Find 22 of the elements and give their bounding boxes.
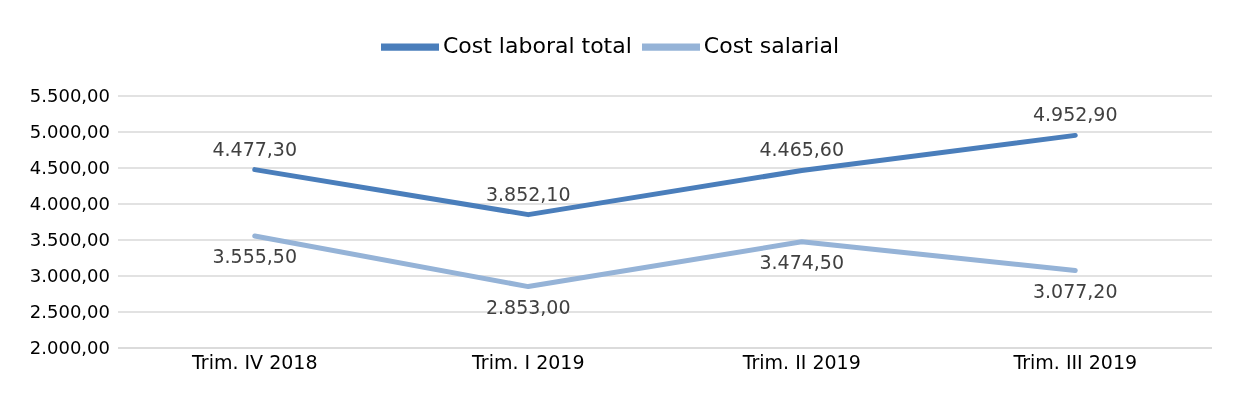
x-tick-label: Trim. II 2019 [741,351,861,374]
legend-label: Cost salarial [703,33,840,58]
y-tick-label: 4.500,00 [29,157,110,179]
y-tick-label: 2.000,00 [29,337,110,359]
data-label: 4.952,90 [1032,103,1118,126]
x-tick-label: Trim. III 2019 [1012,351,1138,374]
y-tick-label: 3.500,00 [29,229,110,251]
data-label: 4.465,60 [759,138,845,161]
x-tick-label: Trim. IV 2018 [191,351,318,374]
y-tick-label: 2.500,00 [29,301,110,323]
y-tick-label: 5.000,00 [29,121,110,143]
y-tick-label: 3.000,00 [29,265,110,287]
data-label: 3.077,20 [1032,279,1118,302]
y-tick-label: 4.000,00 [29,193,110,215]
x-tick-label: Trim. I 2019 [471,351,585,374]
data-label: 4.477,30 [212,137,298,160]
data-label: 2.853,00 [485,296,571,319]
data-label: 3.852,10 [485,182,571,205]
y-tick-label: 5.500,00 [29,85,110,107]
data-label: 3.555,50 [212,245,298,268]
data-label: 3.474,50 [759,251,845,274]
legend-label: Cost laboral total [442,33,632,58]
